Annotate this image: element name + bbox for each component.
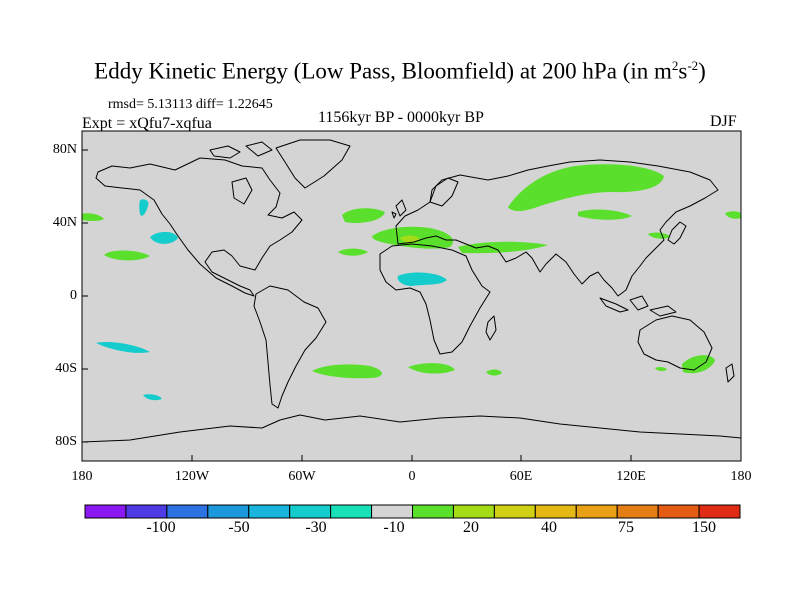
colorbar-swatch	[371, 504, 413, 519]
coastline-greenland	[275, 139, 351, 189]
colorbar-swatch	[166, 504, 209, 519]
colorbar-label: 150	[692, 519, 716, 536]
negative-anomaly-region	[96, 342, 150, 353]
lat-label-equator: 0	[70, 288, 77, 303]
lon-label-60w: 60W	[288, 469, 316, 484]
colorbar-label: 20	[463, 519, 479, 536]
experiment-label: Expt = xQfu7-xqfua	[82, 115, 212, 132]
season-label: DJF	[710, 113, 737, 130]
longitude-ticks	[81, 455, 742, 461]
colorbar-swatch	[534, 504, 577, 519]
positive-anomaly-region	[486, 369, 502, 376]
lon-label-180-east: 180	[730, 469, 752, 484]
coastline-arctic-islands	[209, 141, 273, 159]
colorbar-swatch	[125, 504, 168, 519]
coastline-australia	[637, 315, 713, 371]
lon-label-120e: 120E	[616, 469, 646, 484]
time-period-label: 1156kyr BP - 0000kyr BP	[318, 109, 484, 126]
coastline-japan	[667, 221, 687, 245]
colorbar-swatch	[657, 504, 700, 519]
latitude-ticks	[82, 149, 88, 443]
colorbar-swatch	[575, 504, 618, 519]
colorbar-label: -100	[146, 519, 176, 536]
coastline-hudson-bay	[231, 177, 253, 205]
coastline-scandinavia	[429, 177, 459, 207]
positive-anomaly-region	[655, 366, 667, 372]
positive-anomaly-region	[725, 211, 741, 219]
lat-label-80n: 80N	[52, 142, 77, 157]
colorbar-swatch	[248, 504, 291, 519]
colorbar-swatch	[330, 504, 373, 519]
positive-anomaly-region	[508, 164, 664, 212]
negative-anomaly-region	[150, 231, 178, 244]
colorbar-swatch	[452, 504, 495, 519]
colorbar-swatch	[289, 504, 332, 519]
positive-anomaly-region	[578, 209, 632, 220]
coastline-north-america	[95, 157, 303, 297]
colorbar-swatch	[84, 504, 127, 519]
colorbar-swatch	[616, 504, 659, 519]
positive-anomaly-region	[342, 208, 385, 223]
rmsd-diff-text: rmsd= 5.13113 diff= 1.22645	[108, 97, 273, 112]
coastline-antarctica	[82, 414, 741, 443]
lon-label-120w: 120W	[174, 469, 210, 484]
positive-anomaly-region	[408, 363, 455, 374]
coastline-british-isles	[391, 199, 407, 219]
plot-title: Eddy Kinetic Energy (Low Pass, Bloomfiel…	[94, 58, 706, 84]
colorbar-label: -30	[305, 519, 327, 536]
coastline-madagascar	[485, 315, 497, 341]
colorbar-swatch	[207, 504, 250, 519]
positive-anomaly-region	[458, 241, 548, 254]
colorbar-label: -10	[383, 519, 405, 536]
colorbar	[84, 504, 741, 519]
positive-anomaly-region	[82, 213, 104, 221]
coastline-africa	[379, 243, 491, 355]
coastline-new-zealand	[725, 363, 735, 383]
anomaly-regions	[82, 164, 741, 401]
colorbar-label: 40	[541, 519, 557, 536]
colorbar-swatch	[412, 504, 454, 519]
lat-label-40n: 40N	[52, 215, 77, 230]
lon-label-60e: 60E	[509, 469, 533, 484]
positive-anomaly-region	[338, 248, 368, 256]
coastlines	[82, 139, 741, 443]
lon-label-180-west: 180	[71, 469, 93, 484]
coastline-indonesia	[599, 295, 677, 317]
positive-anomaly-region	[648, 232, 670, 239]
colorbar-label: 75	[618, 519, 634, 536]
positive-anomaly-region	[312, 364, 382, 379]
colorbar-swatch	[493, 504, 536, 519]
colorbar-swatch	[698, 504, 741, 519]
coastline-south-america	[253, 285, 327, 409]
lon-label-0: 0	[408, 469, 416, 484]
lat-label-80s: 80S	[55, 434, 77, 449]
lat-label-40s: 40S	[55, 361, 77, 376]
negative-anomaly-region	[139, 199, 149, 216]
negative-anomaly-region	[143, 394, 162, 401]
coastline-eurasia	[395, 159, 719, 297]
negative-anomaly-region	[397, 272, 447, 286]
positive-anomaly-region	[104, 250, 150, 261]
colorbar-label: -50	[228, 519, 250, 536]
